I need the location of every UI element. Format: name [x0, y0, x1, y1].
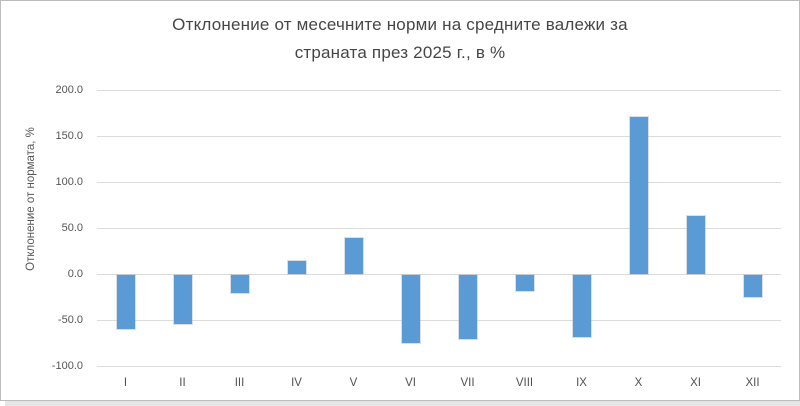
x-category-label: IX: [576, 377, 587, 389]
gridline: [97, 182, 781, 183]
bar-IX: [572, 275, 591, 337]
gridline: [97, 228, 781, 229]
y-tick-label: -50.0: [57, 314, 83, 326]
x-category-label: II: [179, 377, 186, 389]
bar-XI: [686, 216, 705, 274]
plot-area: [97, 90, 781, 367]
y-axis-title: Отклонение от нормата, %: [25, 127, 37, 271]
y-tick-label: 50.0: [61, 222, 83, 234]
bar-IV: [287, 261, 306, 274]
y-tick-label: -100.0: [51, 360, 83, 372]
x-category-label: VIII: [515, 377, 534, 389]
bar-I: [116, 275, 135, 330]
x-category-label: IV: [291, 377, 302, 389]
x-category-label: VII: [460, 377, 475, 389]
chart-title-line1: Отклонение от месечните норми на среднит…: [172, 15, 628, 34]
y-tick-label: 0.0: [67, 268, 83, 280]
bar-VIII: [515, 275, 534, 291]
gridline: [97, 136, 781, 137]
bar-III: [230, 275, 249, 294]
x-category-label: V: [349, 377, 358, 389]
chart-title-line2: страната през 2025 г., в %: [294, 43, 506, 62]
gridline: [97, 366, 781, 367]
bar-XII: [743, 275, 762, 298]
chart-title: Отклонение от месечните норми на среднит…: [0, 11, 800, 67]
x-category-label: XI: [690, 377, 701, 389]
gridline: [97, 320, 781, 321]
y-tick-label: 200.0: [55, 84, 83, 96]
x-category-label: X: [634, 377, 643, 389]
gridline: [97, 274, 781, 275]
y-tick-label: 100.0: [55, 176, 83, 188]
bar-II: [173, 275, 192, 324]
bar-VI: [401, 275, 420, 344]
bar-VII: [458, 275, 477, 340]
window-shadow: [5, 401, 800, 406]
bar-X: [629, 116, 648, 274]
y-tick-label: 150.0: [55, 130, 83, 142]
x-category-label: III: [234, 377, 245, 389]
bar-V: [344, 238, 363, 274]
x-category-label: VI: [405, 377, 416, 389]
gridline: [97, 90, 781, 91]
x-category-label: I: [123, 377, 128, 389]
x-category-label: XII: [745, 377, 760, 389]
